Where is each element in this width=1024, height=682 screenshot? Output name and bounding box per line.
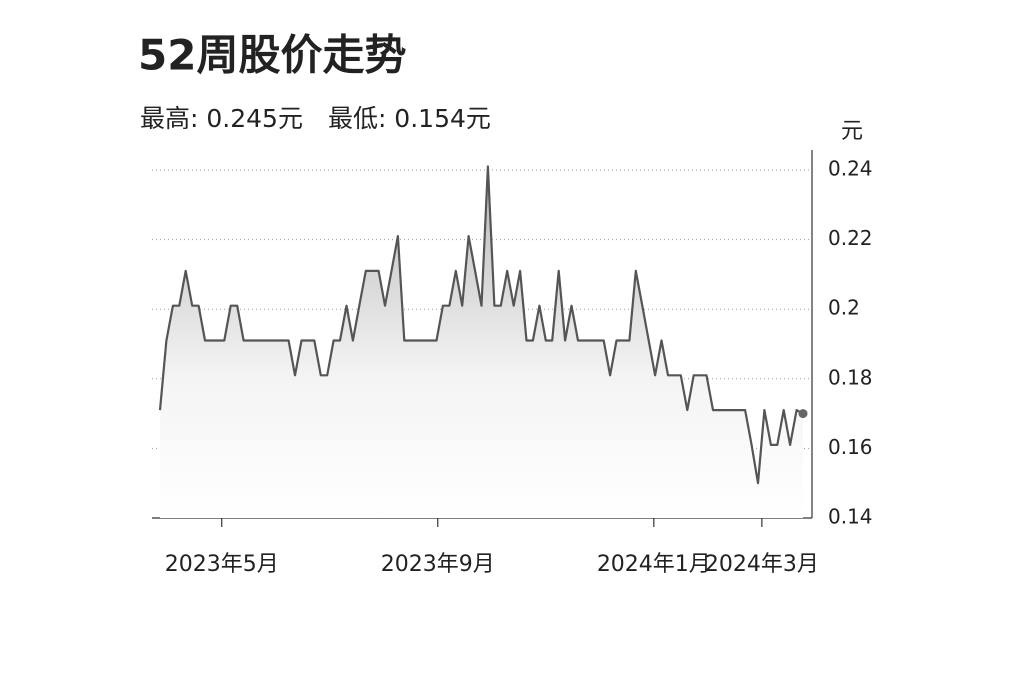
- y-unit: 元: [841, 119, 863, 144]
- chart-title: 52周股价走势: [138, 31, 406, 80]
- end-point: [798, 409, 808, 419]
- x-tick-label: 2024年1月: [597, 552, 711, 577]
- y-tick-label: 0.18: [828, 365, 873, 389]
- chart-subtitle: 最高: 0.245元 最低: 0.154元: [140, 104, 491, 133]
- x-tick-label: 2023年9月: [381, 552, 495, 577]
- y-tick-label: 0.24: [828, 157, 873, 181]
- area: [160, 166, 803, 518]
- y-tick-label: 0.14: [828, 505, 873, 529]
- x-tick-label: 2024年3月: [705, 552, 819, 577]
- y-tick-label: 0.16: [828, 435, 873, 459]
- x-tick-label: 2023年5月: [165, 552, 279, 577]
- y-tick-label: 0.2: [828, 296, 860, 320]
- line: [158, 165, 804, 485]
- y-tick-label: 0.22: [828, 226, 873, 250]
